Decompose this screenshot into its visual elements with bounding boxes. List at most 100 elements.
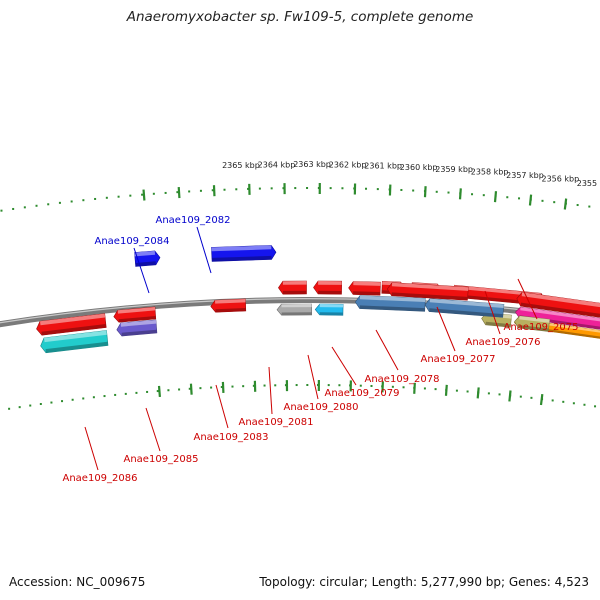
gene-label-anae109-2081[interactable]: Anae109_2081 [239, 417, 314, 428]
gene-arrow-gray-shade [281, 312, 312, 316]
gene-label-anae109-2079[interactable]: Anae109_2079 [325, 388, 400, 399]
gene-label-anae109-2078-leader [375, 329, 399, 371]
gene-label-anae109-2083[interactable]: Anae109_2083 [194, 432, 269, 443]
gene-arrow-olive-highlight [519, 316, 550, 323]
outer-track-dot [541, 199, 544, 202]
outer-track-dot [553, 201, 556, 204]
gene-arrow-steelblue-highlight [429, 298, 504, 308]
gene-label-anae109-2078[interactable]: Anae109_2078 [365, 374, 440, 385]
scale-tick-label: 2357 kbp [506, 171, 544, 180]
inner-track-tick [189, 383, 193, 395]
gene-label-anae109-2085[interactable]: Anae109_2085 [124, 454, 199, 465]
inner-track-dot [391, 385, 394, 388]
gene-arrow-red-highlight [454, 285, 542, 297]
inner-track-tick [413, 382, 416, 394]
gene-arrow-red-highlight [318, 281, 342, 285]
gene-label-leaders [84, 226, 538, 471]
outer-track-dot [235, 188, 238, 191]
gene-arrow-skyblue-shade [319, 312, 343, 316]
outer-track-tick [458, 188, 462, 200]
gene-arrow-red-highlight [391, 282, 469, 291]
gene-arrow-blue-highlight [211, 245, 272, 252]
outer-track-dot [576, 204, 579, 207]
outer-track-dot [518, 197, 521, 200]
outer-track-dot [23, 206, 26, 209]
inner-track-dot [498, 393, 501, 396]
gene-label-anae109-2080[interactable]: Anae109_2080 [284, 402, 359, 413]
inner-track-dot [210, 386, 213, 389]
outer-track-dot [376, 188, 379, 191]
outer-track-tick [493, 191, 498, 203]
inner-track-dot [252, 384, 255, 387]
scale-tick-label: 2361 kbp [364, 161, 402, 170]
gene-arrow-red-highlight [117, 307, 156, 314]
gene-label-anae109-2086[interactable]: Anae109_2086 [63, 473, 138, 484]
gene-arrow-red-shade [283, 290, 307, 295]
inner-track-dot [455, 389, 458, 392]
gene-arrow-red-highlight [521, 292, 600, 308]
gene-label-anae109-2083-leader [215, 384, 229, 429]
outer-track-dot [129, 194, 132, 197]
gene-arrow-red-shade [215, 308, 246, 313]
gene-label-anae109-2082-leader [196, 226, 212, 274]
footer-accession: Accession: NC_009675 [9, 575, 146, 589]
gene-arrow-purple-highlight [120, 320, 157, 327]
gene-label-anae109-2085-leader [145, 407, 161, 452]
inner-track-dot [156, 390, 159, 393]
inner-track-dot [220, 386, 223, 389]
inner-track-dot [199, 387, 202, 390]
gene-label-anae109-2084-leader [133, 247, 150, 294]
outer-track-tick [563, 198, 568, 210]
outer-track-dot [588, 205, 591, 208]
gene-arrow-cyan-shade [45, 341, 108, 353]
gene-arrow-red-shade [391, 292, 468, 301]
gene-label-anae109-2082[interactable]: Anae109_2082 [156, 215, 231, 226]
inner-track-dot [338, 384, 341, 387]
gene-arrow-steelblue-shade [429, 308, 503, 318]
outer-track-tick [177, 187, 181, 199]
inner-track-dot [306, 384, 309, 387]
inner-track-dot [167, 389, 170, 392]
inner-track-dot [231, 385, 234, 388]
scale-tick-label: 2355 kbp [577, 179, 600, 188]
outer-track-dot [306, 187, 309, 190]
inner-track-dot [82, 397, 85, 400]
gene-arrow-olive-shade [485, 321, 511, 328]
outer-track-dot [482, 194, 485, 197]
outer-track-dot [82, 199, 85, 202]
gene-arrow-red-highlight [282, 281, 307, 285]
reverse-strand-genes [36, 280, 600, 354]
inner-dotted-track [8, 380, 597, 410]
inner-track-dot [114, 393, 117, 396]
gene-arrow-red-shade [118, 316, 156, 323]
inner-track-dot [594, 405, 597, 408]
inner-track-dot [135, 391, 138, 394]
outer-track-dot [435, 190, 438, 193]
gene-label-anae109-2084[interactable]: Anae109_2084 [95, 236, 170, 247]
gene-arrow-skyblue-highlight [319, 304, 344, 308]
scale-tick-label: 2364 kbp [258, 160, 296, 169]
outer-track-tick [528, 194, 533, 206]
outer-track-dot [94, 197, 97, 200]
gene-label-anae109-2075[interactable]: Anae109_2075 [504, 322, 579, 333]
scale-tick-label: 2356 kbp [541, 175, 579, 184]
gene-label-anae109-2076[interactable]: Anae109_2076 [466, 337, 541, 348]
gene-label-anae109-2077[interactable]: Anae109_2077 [421, 354, 496, 365]
inner-track-dot [423, 387, 426, 390]
inner-track-dot [124, 392, 127, 395]
gene-arrow-blue-shade [211, 255, 272, 262]
outer-track-dot [70, 200, 73, 203]
gene-arrow-olive-shade [518, 325, 549, 332]
gene-arrow-purple-shade [121, 329, 157, 336]
inner-track-dot [583, 403, 586, 406]
gene-label-anae109-2080-leader [307, 354, 319, 400]
inner-track-dot [8, 407, 11, 410]
inner-track-tick [508, 390, 512, 402]
gene-arrow-blue-shade [135, 261, 156, 267]
inner-track-dot [242, 385, 245, 388]
inner-track-dot [562, 400, 565, 403]
scale-tick-label: 2358 kbp [471, 168, 509, 177]
inner-track-dot [551, 399, 554, 402]
gene-arrow-red-shade [520, 302, 600, 318]
